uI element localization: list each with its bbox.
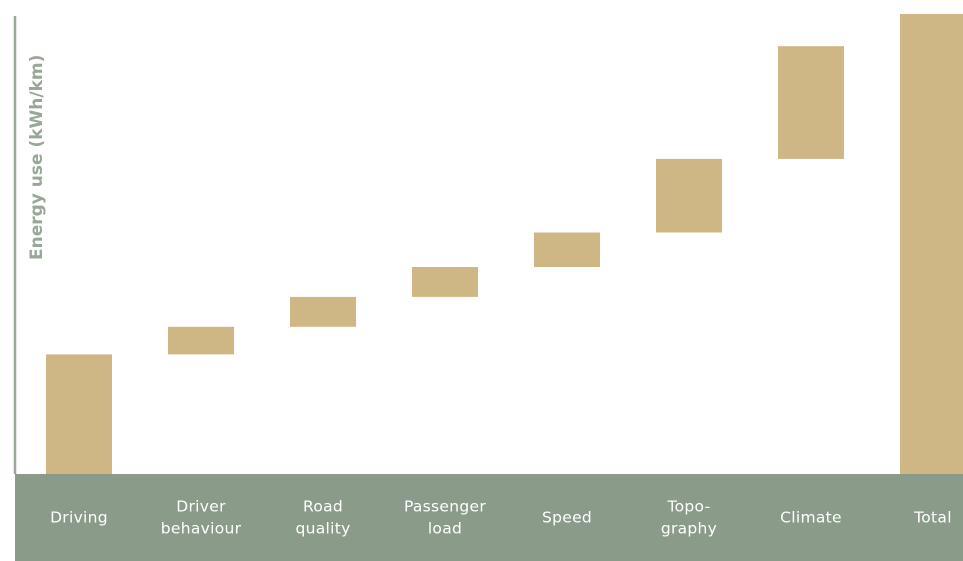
x-tick-label-1: Driver behaviour xyxy=(161,498,242,538)
x-tick-label-line: Total xyxy=(913,509,952,527)
x-tick-label-line: Speed xyxy=(542,509,592,527)
x-tick-label-line: load xyxy=(428,520,462,538)
bar-1 xyxy=(168,326,234,355)
bars-group xyxy=(46,14,963,474)
x-axis-band xyxy=(15,474,963,561)
x-tick-label-line: quality xyxy=(295,520,350,538)
x-tick-labels: Driving Driver behaviour Road quality Passeng… xyxy=(50,498,952,538)
x-tick-label-line: behaviour xyxy=(161,520,242,538)
bar-7 xyxy=(900,14,963,474)
bar-2 xyxy=(290,296,356,327)
bar-0 xyxy=(46,354,112,474)
bar-4 xyxy=(534,232,600,267)
x-tick-label-line: graphy xyxy=(661,520,717,538)
x-tick-label-3: Passenger load xyxy=(404,498,486,538)
x-tick-label-line: Driver xyxy=(176,498,226,516)
x-tick-label-line: Driving xyxy=(50,509,108,527)
x-tick-label-line: Climate xyxy=(780,509,842,527)
bar-6 xyxy=(778,46,844,159)
y-axis-label: Energy use (kWh/km) xyxy=(27,55,47,260)
x-tick-label-5: Topo-graphy xyxy=(661,498,717,538)
x-tick-label-0: Driving xyxy=(50,509,108,527)
bar-5 xyxy=(656,158,722,233)
x-tick-label-line: Topo- xyxy=(666,498,710,516)
x-tick-label-line: Road xyxy=(303,498,343,516)
x-tick-label-6: Climate xyxy=(780,509,842,527)
x-tick-label-2: Road quality xyxy=(295,498,350,538)
x-tick-label-7: Total xyxy=(913,509,952,527)
x-tick-label-line: Passenger xyxy=(404,498,486,516)
bar-3 xyxy=(412,267,478,297)
x-tick-label-4: Speed xyxy=(542,509,592,527)
